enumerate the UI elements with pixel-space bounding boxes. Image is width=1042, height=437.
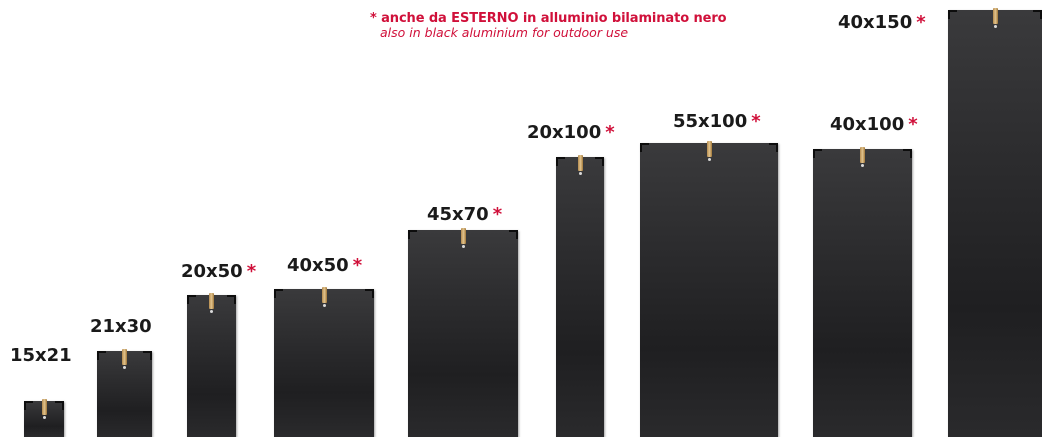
outdoor-star: * [916,12,926,33]
size-label-text: 20x50 [181,261,243,282]
hanger-icon [577,155,583,175]
size-label-text: 40x150 [838,12,913,33]
size-label-text: 15x21 [10,345,72,366]
size-label-21x30: 21x30 [90,318,152,336]
size-label-55x100: 55x100 * [673,113,761,131]
hanger-icon [860,147,865,167]
outdoor-star: * [605,122,615,143]
size-label-40x50: 40x50 * [287,257,362,275]
hanger-icon [706,141,712,161]
size-label-40x100: 40x100 * [830,116,918,134]
outdoor-note: * anche da ESTERNO in alluminio bilamina… [370,11,727,40]
panel-40x50 [274,287,374,437]
size-label-text: 40x100 [830,114,905,135]
size-label-text: 40x50 [287,255,349,276]
panel-20x100 [556,155,604,437]
hanger-icon [321,287,327,307]
hanger-icon [992,8,998,28]
panel-15x21 [24,399,64,437]
panel-40x150 [948,8,1042,437]
panel-21x30 [97,349,152,437]
size-label-45x70: 45x70 * [427,206,502,224]
outdoor-star: * [751,111,761,132]
outdoor-note-english: also in black aluminium for outdoor use [380,25,629,40]
size-label-40x150: 40x150 * [838,14,926,32]
outdoor-note-italian: * anche da ESTERNO in alluminio bilamina… [370,11,727,26]
panel-40x100 [813,147,912,437]
size-label-20x50: 20x50 * [181,263,256,281]
outdoor-star: * [246,261,257,282]
panel-55x100 [640,141,778,437]
size-label-text: 45x70 [427,204,489,225]
size-label-20x100: 20x100 * [527,124,615,142]
outdoor-star: * [352,255,363,276]
hanger-icon [122,349,127,369]
size-label-15x21: 15x21 [10,347,72,365]
hanger-icon [209,293,214,313]
hanger-icon [460,228,466,248]
size-label-text: 55x100 [673,111,748,132]
panel-45x70 [408,228,518,437]
panel-20x50 [187,293,236,437]
size-label-text: 21x30 [90,316,152,337]
outdoor-star: * [908,114,918,135]
outdoor-star: * [492,204,503,225]
hanger-icon [41,399,47,419]
size-label-text: 20x100 [527,122,602,143]
